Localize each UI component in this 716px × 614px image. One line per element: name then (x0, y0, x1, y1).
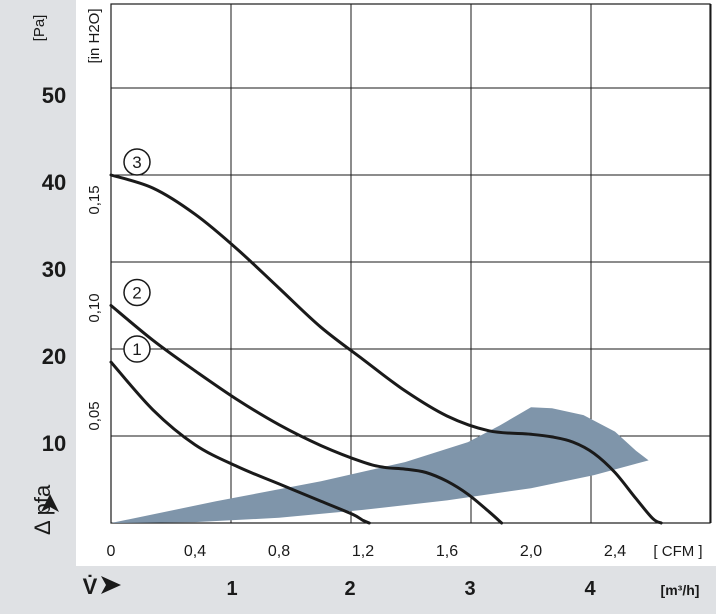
x-cfm-unit: [ CFM ] (653, 543, 702, 560)
y-pa-unit: [Pa] (31, 15, 48, 42)
curve-label-circle-1 (123, 335, 151, 363)
y-pa-ticks: 10 20 30 40 50 (42, 83, 66, 456)
curve-group (109, 173, 663, 525)
x-m3h-tick-2: 2 (344, 578, 355, 600)
x-m3h-tick-1: 1 (226, 578, 237, 600)
operating-range-area (111, 407, 649, 523)
y-inh2o-unit: [in H2O] (86, 8, 103, 63)
y-inh2o-tick-015: 0,15 (86, 185, 103, 214)
y-pa-tick-10: 10 (42, 431, 66, 456)
x-cfm-tick-0: 0 (107, 543, 116, 560)
bottom-axis-band (0, 566, 716, 614)
y-pa-tick-30: 30 (42, 257, 66, 282)
x-m3h-tick-4: 4 (584, 578, 596, 600)
left-axis-band (0, 0, 76, 614)
x-cfm-ticks: 0 0,4 0,8 1,2 1,6 2,0 2,4 (107, 543, 627, 560)
x-cfm-tick-12: 1,2 (352, 543, 374, 560)
x-cfm-tick-16: 1,6 (436, 543, 458, 560)
curve-label-1: 1 (132, 340, 141, 359)
y-inh2o-tick-010: 0,10 (86, 293, 103, 322)
x-axis-arrow-icon (101, 576, 121, 594)
x-cfm-tick-24: 2,4 (604, 543, 626, 560)
chart-grid (110, 3, 712, 524)
x-m3h-symbol: V̇ (83, 574, 98, 599)
y-pa-tick-50: 50 (42, 83, 66, 108)
curve-label-group: 1 2 3 (123, 148, 151, 363)
curve-2 (109, 304, 504, 525)
x-cfm-tick-04: 0,4 (184, 543, 206, 560)
curve-label-circle-3 (123, 148, 151, 176)
curve-label-circle-2 (123, 278, 151, 307)
y-pa-tick-20: 20 (42, 344, 66, 369)
x-m3h-ticks: 1 2 3 4 (226, 578, 596, 600)
y-inh2o-ticks: 0,05 0,10 0,15 (86, 185, 103, 430)
curve-label-2: 2 (132, 284, 141, 303)
x-m3h-tick-3: 3 (464, 578, 475, 600)
x-cfm-tick-20: 2,0 (520, 543, 542, 560)
x-cfm-tick-08: 0,8 (268, 543, 290, 560)
y-axis-arrow-icon (41, 494, 59, 512)
curve-3 (109, 173, 663, 525)
plot-frame (110, 3, 711, 524)
curve-1 (109, 360, 371, 525)
x-m3h-unit: [m³/h] (661, 582, 700, 598)
curve-label-3: 3 (132, 153, 141, 172)
y-pa-tick-40: 40 (42, 170, 66, 195)
y-inh2o-tick-005: 0,05 (86, 401, 103, 430)
